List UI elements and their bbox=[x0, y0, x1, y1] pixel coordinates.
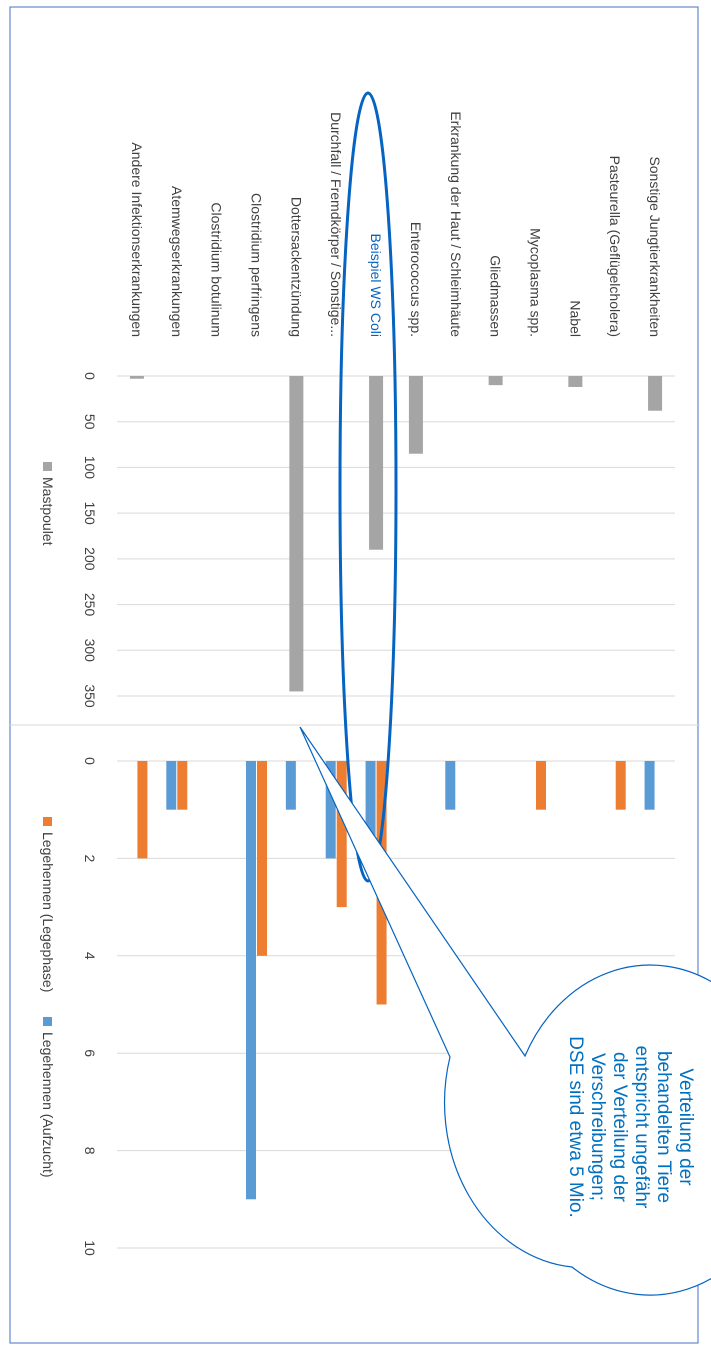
callout-line: Verschreibungen; bbox=[587, 1053, 608, 1201]
callout-line: entspricht ungefähr bbox=[631, 1046, 652, 1209]
category-label: Enterococcus spp. bbox=[408, 222, 424, 337]
callout-text: Verteilung derbehandelten Tiereentsprich… bbox=[565, 1036, 696, 1218]
x-tick-label: 10 bbox=[82, 1240, 98, 1256]
x-tick-label: 4 bbox=[82, 952, 98, 960]
bar-mastpoulet bbox=[129, 376, 144, 379]
callout-line: DSE sind etwa 5 Mio. bbox=[565, 1036, 586, 1218]
x-tick-label: 200 bbox=[82, 547, 98, 571]
category-label: Durchfall / Fremdkörper / Sonstige... bbox=[328, 112, 344, 337]
bar-legephase bbox=[615, 761, 626, 810]
x-tick-label: 250 bbox=[82, 593, 98, 617]
category-label: Nabel bbox=[567, 300, 583, 337]
bar-legephase bbox=[536, 761, 546, 810]
category-label: Dottersackentzündung bbox=[288, 197, 304, 337]
x-tick-label: 150 bbox=[82, 501, 98, 525]
legend-label-aufzucht: Legehennen (Aufzucht) bbox=[40, 1032, 56, 1178]
x-tick-label: 0 bbox=[82, 757, 98, 765]
bar-mastpoulet bbox=[408, 376, 423, 454]
x-tick-label: 0 bbox=[82, 372, 98, 380]
category-label: Sonstige Jungtierkrankheiten bbox=[647, 156, 663, 337]
category-label: Clostridium botulinum bbox=[209, 202, 225, 337]
callout-bubble bbox=[299, 726, 711, 1296]
bar-aufzucht bbox=[166, 761, 177, 810]
category-label: Pasteurella (Geflügelcholera) bbox=[607, 156, 623, 337]
bar-legephase bbox=[257, 761, 267, 956]
category-label: Gliedmassen bbox=[488, 255, 504, 337]
legend-swatch-legephase bbox=[43, 817, 52, 826]
legend-label-mastpoulet: Mastpoulet bbox=[40, 477, 56, 546]
bar-legephase bbox=[177, 761, 188, 810]
x-tick-label: 6 bbox=[82, 1049, 98, 1057]
bar-mastpoulet bbox=[568, 376, 583, 387]
callout-line: Verteilung der bbox=[675, 1068, 696, 1186]
x-tick-label: 50 bbox=[82, 414, 98, 430]
x-tick-label: 8 bbox=[82, 1147, 98, 1155]
category-label: Erkrankung der Haut / Schleimhäute bbox=[448, 111, 464, 337]
bar-aufzucht bbox=[246, 761, 256, 1200]
x-tick-label: 350 bbox=[82, 684, 98, 708]
callout-line: der Verteilung der bbox=[609, 1052, 630, 1203]
category-label: Atemwegserkrankungen bbox=[169, 186, 185, 337]
legend-label-legephase: Legehennen (Legephase) bbox=[40, 832, 56, 992]
legend-swatch-mastpoulet bbox=[43, 462, 52, 471]
bar-aufzucht bbox=[285, 761, 296, 810]
category-label: Mycoplasma spp. bbox=[528, 228, 544, 337]
bar-mastpoulet bbox=[488, 376, 503, 386]
category-label: Andere Infektionserkrankungen bbox=[129, 142, 145, 337]
slide-frame bbox=[9, 6, 699, 1344]
category-label: Beispiel WS Coli bbox=[368, 234, 384, 337]
bar-aufzucht bbox=[445, 761, 456, 810]
x-tick-label: 100 bbox=[82, 456, 98, 480]
bar-mastpoulet bbox=[648, 376, 663, 411]
bar-legephase bbox=[137, 761, 148, 859]
bar-aufzucht bbox=[644, 761, 655, 810]
x-tick-label: 2 bbox=[82, 855, 98, 863]
x-tick-label: 300 bbox=[82, 639, 98, 663]
bar-mastpoulet bbox=[289, 376, 304, 692]
callout-line: behandelten Tiere bbox=[653, 1051, 674, 1203]
category-label: Clostridium perfringens bbox=[249, 193, 265, 337]
highlight-ellipse bbox=[338, 91, 398, 883]
legend-swatch-aufzucht bbox=[43, 1017, 52, 1026]
bar-mastpoulet bbox=[369, 376, 384, 550]
